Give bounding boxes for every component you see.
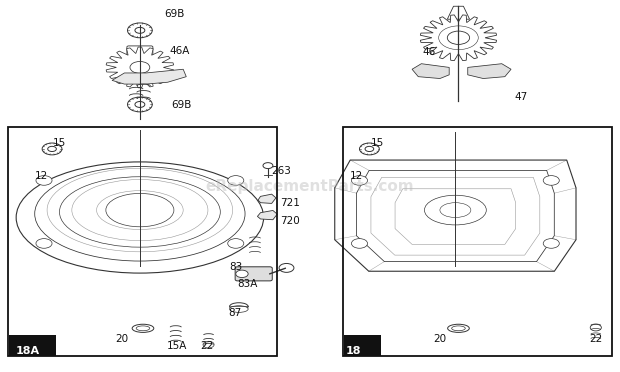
Text: 20: 20 (115, 334, 128, 344)
Text: 46: 46 (423, 47, 436, 57)
Polygon shape (467, 64, 511, 78)
Text: 12: 12 (35, 171, 48, 181)
Text: 263: 263 (271, 166, 291, 176)
Text: 12: 12 (350, 171, 363, 181)
Circle shape (36, 238, 52, 248)
Ellipse shape (229, 303, 248, 310)
Circle shape (36, 176, 52, 185)
Text: 720: 720 (280, 216, 300, 226)
FancyBboxPatch shape (235, 267, 272, 281)
Circle shape (543, 176, 559, 185)
Circle shape (352, 238, 368, 248)
Ellipse shape (16, 162, 263, 273)
Text: 721: 721 (280, 198, 300, 208)
Circle shape (228, 176, 244, 185)
Ellipse shape (136, 326, 150, 331)
Polygon shape (412, 64, 449, 78)
Ellipse shape (451, 326, 465, 331)
Circle shape (279, 263, 294, 272)
Polygon shape (106, 47, 174, 88)
Text: 69B: 69B (171, 100, 191, 110)
Text: 22: 22 (200, 341, 213, 351)
Polygon shape (420, 15, 497, 61)
Text: 83A: 83A (237, 279, 257, 289)
Text: 22: 22 (590, 334, 603, 344)
Polygon shape (258, 194, 276, 203)
Text: 47: 47 (514, 92, 528, 102)
Text: 69B: 69B (165, 9, 185, 19)
Ellipse shape (132, 324, 154, 333)
Circle shape (543, 238, 559, 248)
Text: 83: 83 (229, 262, 243, 272)
Circle shape (352, 176, 368, 185)
Ellipse shape (448, 324, 469, 333)
Text: 18: 18 (346, 346, 361, 356)
FancyBboxPatch shape (9, 335, 56, 356)
Text: 18A: 18A (16, 346, 40, 356)
Text: 15A: 15A (167, 341, 187, 351)
Polygon shape (257, 211, 277, 220)
Text: 15: 15 (53, 138, 66, 148)
FancyBboxPatch shape (127, 46, 153, 59)
Text: eReplacementParts.com: eReplacementParts.com (206, 179, 414, 193)
Ellipse shape (229, 306, 248, 312)
Circle shape (228, 238, 244, 248)
Polygon shape (335, 160, 576, 271)
FancyBboxPatch shape (344, 335, 381, 356)
Polygon shape (112, 69, 186, 84)
Text: 46A: 46A (169, 46, 189, 56)
Polygon shape (448, 6, 469, 19)
Circle shape (236, 270, 248, 278)
Text: 20: 20 (434, 334, 447, 344)
Text: 15: 15 (371, 138, 384, 148)
Text: 87: 87 (228, 308, 242, 318)
